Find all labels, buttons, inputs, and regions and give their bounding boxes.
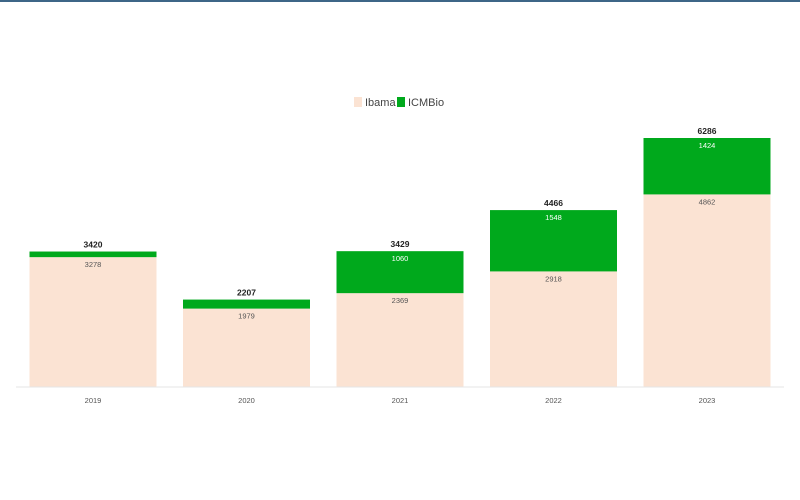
top-rule [0,0,800,2]
legend-label-ibama[interactable]: Ibama [365,97,396,109]
legend-swatch-ibama[interactable] [354,97,362,107]
value-label-icmbio-2021: 1060 [392,254,409,263]
x-tick-label-2021: 2021 [392,396,409,405]
bar-ibama-2019[interactable] [29,257,157,387]
x-tick-label-2023: 2023 [699,396,716,405]
total-label-2022: 4466 [544,198,563,208]
total-label-2020: 2207 [237,288,256,298]
bar-icmbio-2022[interactable] [490,210,617,272]
value-labels: 3278 3420 1979 2207 2369 1060 3429 2918 1548 4466… [84,126,717,321]
bar-icmbio-2019[interactable] [29,251,157,258]
legend-label-icmbio[interactable]: ICMBio [408,97,444,109]
bar-ibama-2020[interactable] [183,308,310,387]
total-label-2021: 3429 [391,239,410,249]
value-label-ibama-2022: 2918 [545,274,562,283]
total-label-2023: 6286 [698,126,717,136]
x-tick-label-2020: 2020 [238,396,255,405]
value-label-ibama-2021: 2369 [392,296,409,305]
value-label-ibama-2019: 3278 [85,260,102,269]
bar-icmbio-2021[interactable] [336,251,464,294]
value-label-icmbio-2023: 1424 [699,141,716,150]
x-tick-label-2022: 2022 [545,396,562,405]
value-label-icmbio-2022: 1548 [545,213,562,222]
bars [29,138,771,387]
x-tick-label-2019: 2019 [85,396,102,405]
bar-ibama-2023[interactable] [643,194,771,387]
value-label-ibama-2020: 1979 [238,312,255,321]
x-axis-ticks: 2019 2020 2021 2022 2023 [85,396,716,405]
legend-swatch-icmbio[interactable] [397,97,405,107]
legend: Ibama ICMBio [354,97,444,109]
value-label-ibama-2023: 4862 [699,197,716,206]
bar-icmbio-2020[interactable] [183,299,310,309]
bar-icmbio-2023[interactable] [643,138,771,195]
bar-ibama-2022[interactable] [490,271,617,387]
bar-ibama-2021[interactable] [336,293,464,387]
total-label-2019: 3420 [84,240,103,250]
